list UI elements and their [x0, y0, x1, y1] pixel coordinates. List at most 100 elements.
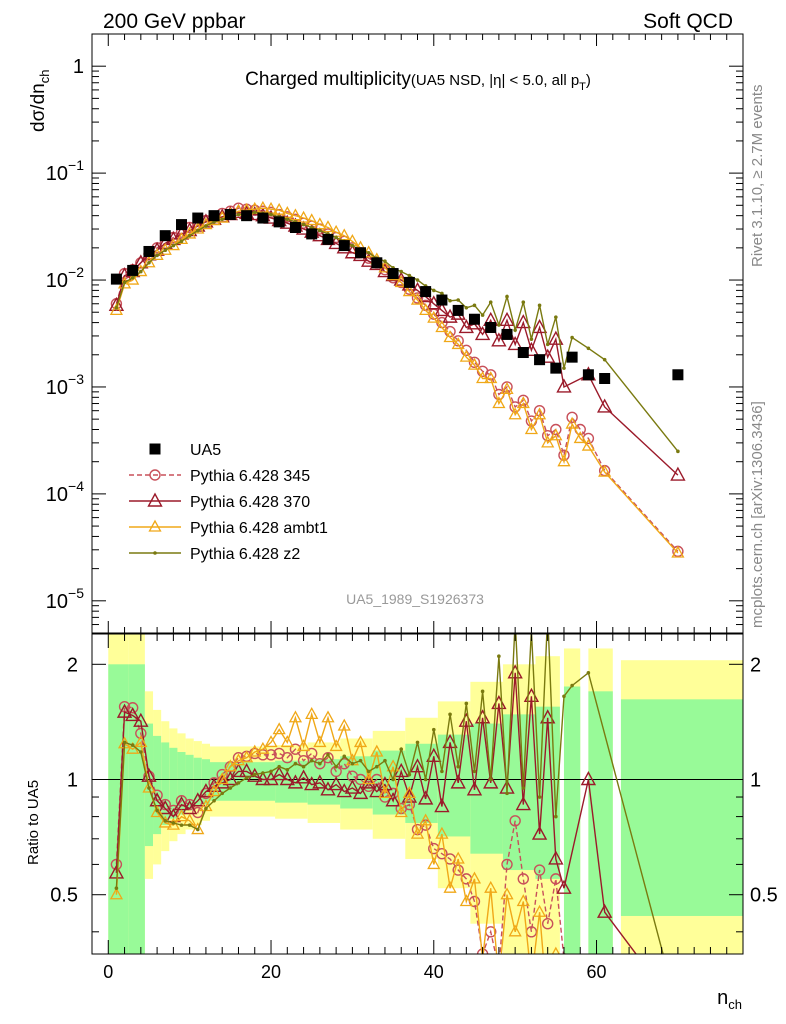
main-point-z2-46	[488, 300, 493, 305]
main-point-data-25	[517, 347, 529, 359]
ratio-point-z2-33	[383, 758, 387, 763]
ratio-point-p345-26	[322, 752, 334, 764]
main-point-ambt1-59	[598, 464, 612, 477]
legend-marker-ambt1	[148, 519, 162, 532]
main-point-p370-40	[434, 301, 450, 317]
ratio-frame	[91, 633, 744, 955]
main-point-ambt1-39	[427, 310, 441, 323]
ratio-point-p345-57	[575, 975, 585, 985]
legend-marker-z2	[153, 551, 157, 555]
main-point-z2-27	[334, 235, 338, 240]
main-y-tick-label-base: 10	[46, 591, 68, 613]
ratio-point-p345-42	[452, 864, 464, 876]
main-point-z2-49	[513, 328, 517, 332]
ratio-point-ambt1-25	[313, 735, 327, 748]
ratio-point-z2-12	[212, 798, 216, 803]
main-point-z2-55	[562, 366, 566, 370]
main-point-z2-59	[676, 449, 680, 454]
main-point-z2-57	[586, 346, 591, 351]
ratio-band-inner-3	[153, 735, 162, 835]
ratio-point-z2-5	[155, 808, 159, 813]
ratio-x-tick-label: 0	[103, 962, 113, 982]
ratio-point-p370-30	[352, 784, 369, 800]
ratio-point-ambt1-27	[329, 739, 343, 752]
main-point-ambt1-50	[516, 396, 530, 409]
main-point-ambt1-20	[272, 202, 286, 215]
ratio-point-p345-25	[314, 757, 326, 770]
ratio-point-z2-49	[513, 619, 517, 623]
main-point-data-13	[322, 233, 334, 245]
main-point-ambt1-55	[557, 454, 571, 467]
main-point-ambt1-54	[549, 428, 563, 441]
ratio-point-p370-49	[507, 664, 523, 679]
ratio-point-z2-27	[334, 764, 338, 769]
main-point-data-24	[501, 328, 513, 340]
ratio-point-p370-19	[263, 771, 279, 786]
ratio-point-ambt1-30	[353, 735, 368, 748]
main-point-p345-44	[468, 356, 481, 369]
main-point-z2-47	[497, 323, 501, 327]
plot-title-sub: (UA5 NSD, |η| < 5.0, all p	[411, 72, 579, 89]
main-point-p345-48	[501, 381, 513, 393]
main-point-data-20	[436, 294, 448, 306]
main-point-z2-35	[399, 269, 404, 274]
ratio-point-z2-11	[204, 806, 208, 811]
ratio-point-z2-1	[122, 740, 127, 745]
main-point-data-1	[127, 264, 139, 276]
main-y-axis-label: dσ/dnch	[28, 70, 52, 132]
main-point-z2-11	[204, 224, 208, 228]
main-point-data-2	[143, 245, 155, 257]
ratio-band-inner-4	[161, 742, 170, 826]
ratio-point-ambt1-33	[378, 786, 392, 799]
main-point-z2-3	[139, 269, 143, 274]
main-point-data-19	[420, 286, 432, 298]
ratio-point-p345-3	[135, 727, 147, 740]
legend-marker-p370	[147, 492, 163, 507]
main-point-data-3	[159, 230, 171, 242]
legend: UA5 Pythia 6.428 345 Pythia 6.428 370 Pythi…	[129, 442, 328, 563]
main-y-tick-label-base: 10	[46, 270, 68, 292]
ratio-point-ambt1-15	[231, 753, 246, 766]
main-point-z2-24	[309, 225, 314, 230]
ratio-point-z2-8	[179, 823, 184, 827]
ratio-point-z2-57	[586, 671, 591, 675]
main-point-ambt1-60	[671, 545, 685, 558]
main-point-data-30	[599, 372, 611, 384]
ratio-point-z2-20	[277, 764, 281, 769]
ratio-point-p345-10	[192, 806, 204, 819]
legend-label-z2: Pythia 6.428 z2	[190, 546, 300, 563]
main-point-data-0	[110, 273, 122, 285]
ratio-point-p370-3	[133, 712, 149, 727]
ratio-y-tick-label-left: 1	[67, 770, 78, 792]
main-point-ambt1-23	[296, 210, 311, 223]
main-point-data-7	[224, 209, 236, 221]
ratio-point-p345-24	[306, 747, 318, 760]
ratio-point-p370-20	[271, 766, 287, 781]
ratio-point-p370-32	[369, 783, 385, 798]
ratio-point-p370-40	[434, 798, 450, 813]
ratio-point-ambt1-34	[386, 759, 400, 772]
main-point-ambt1-52	[532, 407, 547, 420]
ratio-point-ambt1-52	[532, 904, 547, 917]
ratio-point-p370-42	[450, 774, 466, 789]
ratio-point-p370-10	[190, 792, 206, 807]
ratio-point-z2-0	[114, 886, 119, 890]
main-point-z2-39	[431, 288, 436, 293]
ratio-point-p370-25	[312, 774, 328, 789]
ratio-point-p370-21	[279, 771, 295, 786]
ratio-point-z2-10	[195, 827, 200, 832]
ratio-point-ambt1-12	[207, 784, 221, 797]
main-point-ambt1-38	[419, 303, 433, 316]
main-point-ambt1-37	[410, 292, 425, 305]
ratio-point-ambt1-50	[516, 894, 530, 907]
ratio-point-z2-30	[358, 758, 363, 763]
main-point-ambt1-43	[459, 349, 473, 362]
ratio-point-z2-23	[301, 764, 306, 769]
ratio-point-ambt1-36	[402, 786, 416, 799]
ratio-point-p370-57	[596, 903, 613, 918]
ratio-point-ambt1-23	[296, 739, 311, 752]
ratio-y-tick-label-left: 0.5	[50, 885, 78, 907]
analysis-id: UA5_1989_S1926373	[346, 591, 484, 607]
ratio-band-inner-7	[185, 754, 194, 811]
ratio-point-p370-54	[548, 850, 564, 865]
